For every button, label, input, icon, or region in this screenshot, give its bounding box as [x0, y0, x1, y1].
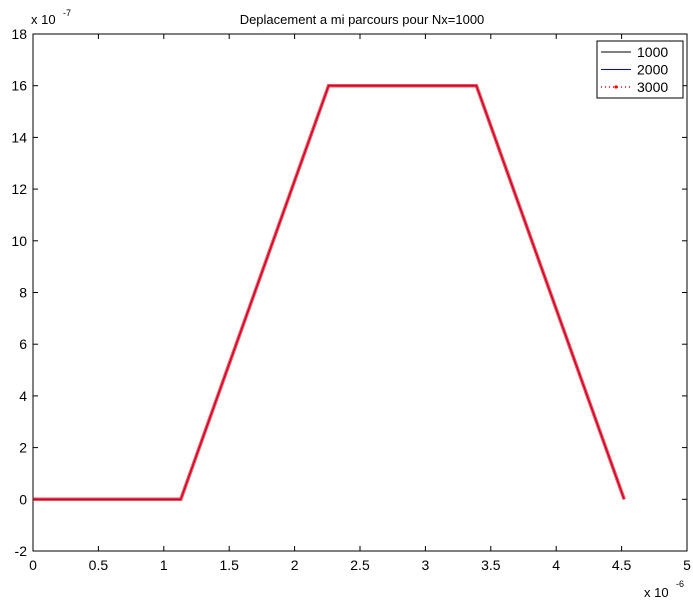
y-tick-label: 12 — [11, 181, 27, 197]
series-point-3000 — [328, 85, 330, 87]
y-tick-label: 16 — [11, 78, 27, 94]
y-tick-label: 2 — [19, 440, 27, 456]
y-tick-label: 6 — [19, 336, 27, 352]
series-point-3000 — [180, 499, 182, 501]
x-tick-label: 4.5 — [612, 557, 632, 573]
x-tick-label: 2.5 — [350, 557, 370, 573]
x-exponent-power: -6 — [676, 579, 684, 589]
x-tick-label: 3.5 — [481, 557, 501, 573]
chart-title: Deplacement a mi parcours pour Nx=1000 — [240, 12, 485, 27]
plot-area — [32, 33, 688, 552]
x-tick-label: 0 — [29, 557, 37, 573]
y-tick-label: 14 — [11, 129, 27, 145]
x-exponent-base: x 10 — [644, 585, 669, 600]
legend-label-3000: 3000 — [637, 79, 668, 95]
y-exponent-power: -7 — [63, 8, 71, 18]
y-tick-label: 18 — [11, 26, 27, 42]
series-point-3000 — [476, 85, 478, 87]
x-tick-label: 1 — [160, 557, 168, 573]
x-exponent-label: x 10 -6 — [644, 579, 684, 600]
series-point-3000 — [32, 499, 34, 501]
y-tick-label: 4 — [19, 388, 27, 404]
x-tick-label: 0.5 — [89, 557, 109, 573]
y-tick-label: 0 — [19, 491, 27, 507]
y-tick-label: -2 — [15, 543, 28, 559]
y-tick-label: 10 — [11, 233, 27, 249]
legend-marker-3000 — [614, 85, 618, 89]
y-tick-label: 8 — [19, 285, 27, 301]
x-tick-label: 3 — [422, 557, 430, 573]
x-tick-label: 5 — [683, 557, 691, 573]
y-exponent-base: x 10 — [31, 12, 56, 27]
legend-label-1000: 1000 — [637, 44, 668, 60]
x-tick-label: 1.5 — [219, 557, 239, 573]
series-group — [32, 83, 626, 502]
y-exponent-label: x 10 -7 — [31, 8, 71, 27]
legend-label-2000: 2000 — [637, 62, 668, 78]
x-tick-label: 4 — [552, 557, 560, 573]
series-line-3000 — [33, 83, 626, 502]
x-tick-label: 2 — [291, 557, 299, 573]
series-point-3000 — [623, 499, 625, 501]
